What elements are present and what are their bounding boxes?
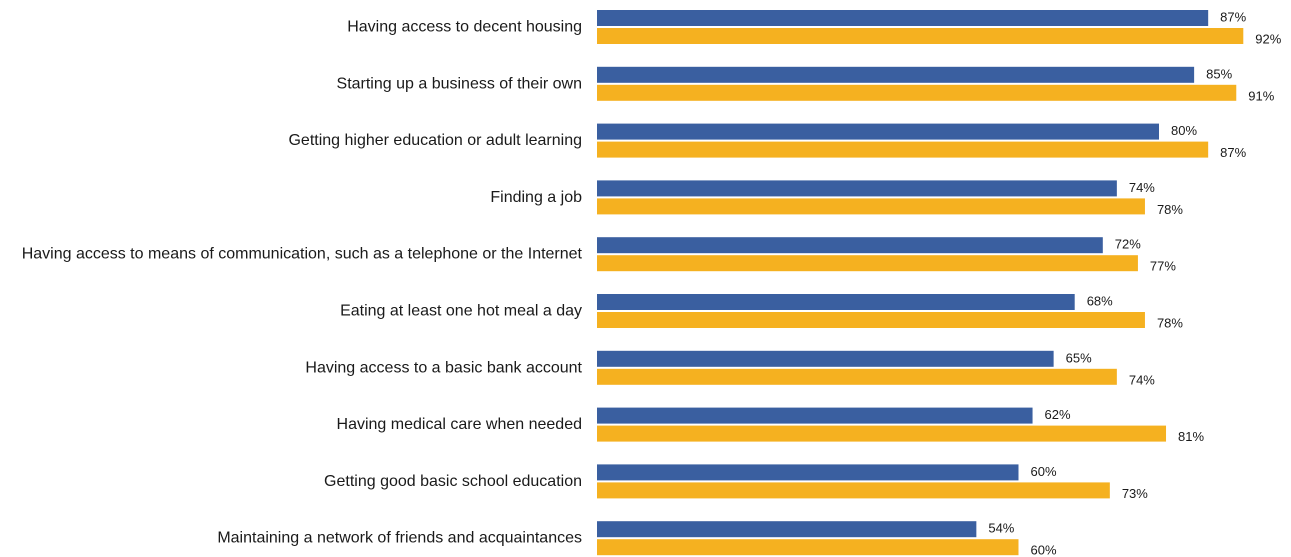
category-label: Starting up a business of their own <box>337 75 582 92</box>
category-label: Getting good basic school education <box>324 473 582 490</box>
data-label: 68% <box>1087 294 1113 309</box>
data-label: 65% <box>1066 350 1092 365</box>
bar-series-1 <box>597 237 1103 254</box>
bar-series-1 <box>597 350 1054 367</box>
category-label: Having access to a basic bank account <box>305 359 582 376</box>
category-label: Maintaining a network of friends and acq… <box>217 530 582 547</box>
bar-series-2 <box>597 141 1209 158</box>
bar-series-1 <box>597 10 1209 26</box>
category-label: Finding a job <box>490 189 582 206</box>
bar-series-2 <box>597 198 1145 215</box>
data-label: 85% <box>1206 66 1232 81</box>
data-label: 77% <box>1150 259 1176 274</box>
data-label: 87% <box>1220 10 1246 25</box>
bar-series-2 <box>597 28 1244 44</box>
data-label: 80% <box>1171 123 1197 138</box>
data-label: 91% <box>1248 88 1274 103</box>
bar-series-2 <box>597 368 1117 385</box>
category-labels: Having access to decent housing Starting … <box>22 19 583 547</box>
bar-series-2 <box>597 255 1138 272</box>
data-label: 72% <box>1115 237 1141 252</box>
data-label: 73% <box>1122 486 1148 501</box>
category-label: Having medical care when needed <box>337 416 582 433</box>
bar-series-1 <box>597 407 1033 424</box>
data-label: 87% <box>1220 145 1246 160</box>
data-label: 62% <box>1045 407 1071 422</box>
category-label: Having access to means of communication,… <box>22 246 583 263</box>
bar-series-1 <box>597 464 1019 481</box>
data-label: 78% <box>1157 202 1183 217</box>
category-label: Having access to decent housing <box>347 19 582 36</box>
data-label: 54% <box>988 521 1014 536</box>
bar-series-2 <box>597 425 1167 442</box>
bar-series-2 <box>597 312 1145 328</box>
data-label: 81% <box>1178 429 1204 444</box>
bar-series-1 <box>597 294 1075 310</box>
value-labels: 87%92%85%91%80%87%74%78%72%77%68%78%65%7… <box>988 10 1281 557</box>
bars <box>597 10 1244 556</box>
data-label: 92% <box>1255 32 1281 47</box>
bar-series-2 <box>597 482 1110 499</box>
data-label: 78% <box>1157 316 1183 331</box>
bar-series-1 <box>597 123 1159 140</box>
bar-series-2 <box>597 539 1019 556</box>
data-label: 74% <box>1129 180 1155 195</box>
data-label: 74% <box>1129 372 1155 387</box>
bar-series-1 <box>597 521 977 538</box>
category-label: Getting higher education or adult learni… <box>288 132 582 149</box>
data-label: 60% <box>1031 543 1057 557</box>
bar-series-1 <box>597 180 1117 197</box>
data-label: 60% <box>1031 464 1057 479</box>
bar-series-1 <box>597 66 1195 83</box>
bar-series-2 <box>597 84 1237 101</box>
category-label: Eating at least one hot meal a day <box>340 303 582 320</box>
